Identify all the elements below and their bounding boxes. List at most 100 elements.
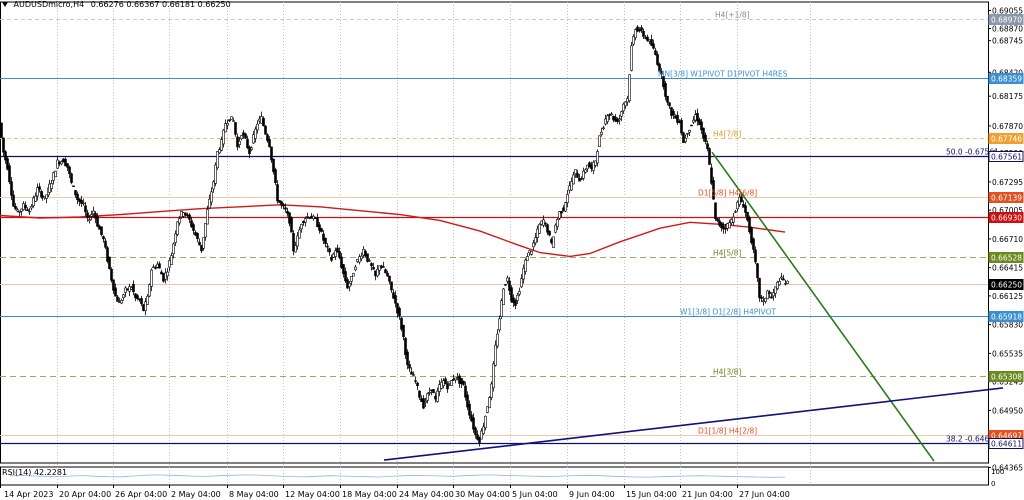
price-tag: [988, 311, 1024, 322]
candle-body: [372, 266, 375, 270]
candle-body: [284, 207, 287, 210]
candle-body: [344, 271, 347, 282]
candle-body: [462, 380, 465, 385]
candle-body: [522, 267, 525, 280]
candle-body: [548, 230, 551, 236]
candle-body: [436, 390, 439, 402]
candle-body: [584, 169, 587, 173]
price-tag: [988, 14, 1024, 25]
candle-body: [684, 137, 687, 142]
candle-body: [558, 211, 561, 219]
candle-body: [744, 205, 747, 213]
candle-body: [142, 304, 145, 312]
candle-body: [624, 101, 627, 107]
candle-body: [236, 136, 239, 148]
price-tag: [988, 133, 1024, 144]
candle-body: [204, 223, 207, 238]
y-tick-label: 0.67005: [992, 206, 1023, 215]
candle-body: [704, 134, 707, 143]
candle-body: [328, 248, 331, 253]
candle-body: [216, 151, 219, 169]
candle-body: [82, 202, 85, 205]
candle-body: [378, 265, 381, 271]
candle-body: [270, 146, 273, 161]
candle-body: [498, 318, 501, 331]
candle-body: [160, 271, 163, 275]
candle-body: [672, 110, 675, 116]
moving-average-line: [0, 204, 786, 258]
candle-body: [620, 111, 623, 117]
candle-body: [16, 209, 19, 212]
candle-body: [466, 394, 469, 408]
candle-body: [736, 201, 739, 210]
y-tick-label: 0.65830: [992, 321, 1023, 330]
candle-body: [384, 269, 387, 274]
candle-body: [36, 187, 39, 197]
candle-body: [658, 63, 661, 72]
candle-body: [154, 267, 157, 269]
candle-body: [112, 279, 115, 291]
candle-body: [116, 296, 119, 302]
candle-body: [182, 212, 185, 217]
candle-body: [264, 125, 267, 135]
candle-body: [140, 298, 143, 305]
candle-body: [422, 398, 425, 409]
candle-body: [298, 229, 301, 239]
candle-body: [276, 184, 279, 202]
candle-body: [100, 226, 103, 235]
rsi-scale-top: 100: [991, 468, 1004, 476]
y-tick-label: 0.64950: [992, 406, 1023, 415]
candle-body: [622, 103, 625, 112]
candle-body: [732, 216, 735, 223]
candle-body: [468, 403, 471, 416]
candle-body: [572, 174, 575, 185]
price-tag-label: 0.68359: [991, 75, 1022, 84]
level-labels: H4[+1/8] MN[3/8] W1PIVOT D1PIVOT H4RES H4[…: [658, 11, 999, 444]
candle-body: [330, 256, 333, 261]
candle-body: [322, 233, 325, 241]
candle-body: [108, 256, 111, 270]
candle-body: [20, 208, 23, 212]
candle-body: [338, 251, 341, 258]
candle-body: [690, 124, 693, 127]
candle-body: [680, 119, 683, 134]
candle-body: [148, 284, 151, 297]
price-tag-label: 0.64697: [991, 432, 1022, 441]
level-label: 38.2 -0.64611: [946, 435, 999, 444]
dropdown-triangle-icon[interactable]: [2, 2, 8, 7]
candle-body: [188, 214, 191, 220]
candle-body: [368, 260, 371, 262]
candle-body: [194, 232, 197, 236]
candle-body: [224, 123, 227, 133]
candle-body: [38, 186, 41, 190]
candle-body: [660, 71, 663, 75]
candle-body: [592, 161, 595, 171]
candle-body: [248, 146, 251, 154]
candle-body: [166, 271, 169, 277]
candle-body: [340, 256, 343, 268]
candle-body: [630, 45, 633, 71]
level-label: H4[5/8]: [713, 249, 741, 258]
candle-body: [518, 291, 521, 295]
candle-body: [752, 238, 755, 250]
x-tick-label: 14 Apr 2023: [4, 490, 53, 499]
price-tag: [988, 252, 1024, 263]
candle-body: [360, 255, 363, 260]
candle-body: [266, 134, 269, 141]
candle-body: [496, 333, 499, 347]
x-tick-label: 20 Apr 04:00: [59, 490, 111, 499]
candle-body: [76, 193, 79, 200]
candle-body: [534, 237, 537, 244]
candle-body: [90, 214, 93, 217]
candle-body: [488, 397, 491, 409]
candle-body: [164, 272, 167, 280]
candle-body: [606, 115, 609, 122]
candle-body: [596, 151, 599, 164]
candle-body: [226, 123, 229, 126]
candle-body: [94, 212, 97, 219]
trendlines[interactable]: [383, 151, 1004, 462]
candle-body: [168, 260, 171, 268]
candle-body: [506, 277, 509, 282]
candle-body: [92, 210, 95, 215]
